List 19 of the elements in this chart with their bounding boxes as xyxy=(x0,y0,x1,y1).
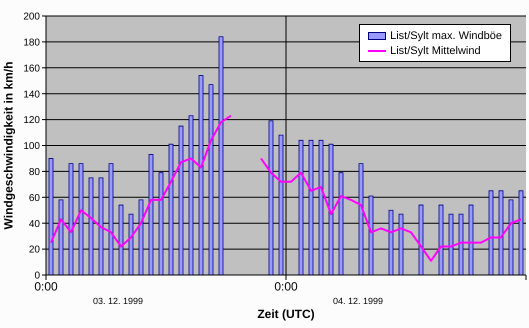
x-axis-title: Zeit (UTC) xyxy=(257,307,315,321)
y-tick-label: 0 xyxy=(34,270,40,282)
y-axis-title: Windgeschwindigkeit in km/h xyxy=(1,62,16,230)
y-tick-label: 40 xyxy=(28,218,40,230)
text: 03. 12. 1999 xyxy=(92,296,144,306)
x-tick-label: 0:00 xyxy=(274,280,298,294)
y-tick-label: 200 xyxy=(23,12,40,23)
y-tick-label: 80 xyxy=(28,166,40,178)
text: 04. 12. 1999 xyxy=(332,296,384,306)
y-tick-label: 160 xyxy=(23,63,40,74)
y-tick-label: 60 xyxy=(28,192,40,204)
y-tick-label: 20 xyxy=(28,244,40,256)
y-tick-label: 140 xyxy=(23,89,40,100)
y-tick-label: 180 xyxy=(23,37,40,48)
x-tick-label: 0:00 xyxy=(34,280,58,294)
legend-label: List/Sylt Mittelwind xyxy=(390,44,481,56)
y-tick-label: 100 xyxy=(23,141,40,152)
y-tick-label: 120 xyxy=(23,115,40,126)
legend-label: List/Sylt max. Windböe xyxy=(390,30,502,42)
